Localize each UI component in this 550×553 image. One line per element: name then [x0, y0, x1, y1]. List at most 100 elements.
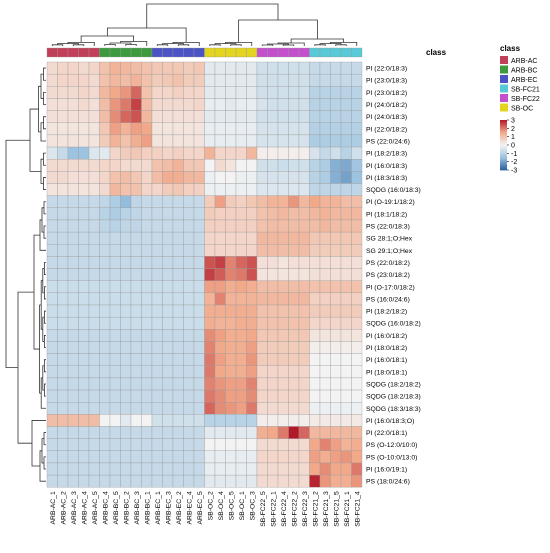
heatmap-cell	[141, 462, 153, 476]
class-annotation-cell	[351, 47, 363, 58]
column-label: SB-FC22_2	[291, 491, 298, 527]
heatmap-cell	[151, 353, 163, 366]
dendrogram-link	[43, 225, 46, 239]
heatmap-cell	[162, 171, 174, 184]
heatmap-cell	[214, 389, 226, 403]
heatmap-cell	[109, 244, 121, 257]
class-annotation-cell	[204, 47, 216, 58]
heatmap-cell	[267, 61, 279, 75]
heatmap-cell	[193, 146, 205, 160]
heatmap-cell	[277, 280, 289, 294]
heatmap-cell	[309, 438, 321, 451]
heatmap-cell	[298, 353, 310, 366]
heatmap-cell	[267, 98, 279, 111]
heatmap-cell	[277, 73, 289, 87]
heatmap-cell	[235, 268, 247, 281]
heatmap-cell	[46, 244, 58, 257]
colorbar-segment	[500, 166, 507, 168]
heatmap-cell	[120, 402, 132, 415]
heatmap-cell	[172, 207, 184, 221]
heatmap-cell	[57, 110, 69, 123]
heatmap-cell	[309, 353, 321, 366]
heatmap-cell	[204, 244, 216, 257]
heatmap-cell	[151, 462, 163, 476]
heatmap-cell	[78, 146, 90, 160]
heatmap-cell	[298, 462, 310, 476]
legend-items: ARB-AC ARB-BC ARB-EC SB-FC21 SB-FC22 SB-OC	[500, 56, 540, 113]
heatmap-cell	[120, 171, 132, 184]
heatmap-cell	[46, 171, 58, 184]
colorbar-segment	[500, 147, 507, 150]
row-label: PI (18:1/18:2)	[366, 211, 407, 218]
class-annotation-cell	[235, 47, 247, 58]
heatmap-cell	[99, 86, 111, 99]
heatmap-cell	[109, 474, 121, 488]
heatmap-cell	[319, 219, 331, 233]
row-label: PS (22:0/18:2)	[366, 260, 410, 267]
class-annotation-cell	[256, 47, 268, 58]
heatmap-cell	[277, 134, 289, 148]
heatmap-cell	[141, 316, 153, 330]
heatmap-cell	[319, 402, 331, 415]
heatmap-cell	[183, 329, 195, 342]
heatmap-cell	[120, 280, 132, 294]
heatmap-cell	[204, 159, 216, 172]
heatmap-cell	[162, 329, 174, 342]
colorbar-segment	[500, 165, 507, 167]
heatmap-cell	[120, 219, 132, 233]
heatmap-cell	[256, 341, 268, 354]
heatmap-cell	[298, 329, 310, 342]
heatmap-cell	[46, 450, 58, 464]
heatmap-cell	[57, 292, 69, 306]
heatmap-cell	[267, 256, 279, 269]
heatmap-cell	[319, 474, 331, 488]
heatmap-cell	[151, 256, 163, 269]
heatmap-cell	[151, 61, 163, 75]
row-label: SQDG (16:0/18:3)	[366, 187, 421, 194]
dendrogram-link	[51, 44, 64, 46]
heatmap-cell	[256, 438, 268, 451]
heatmap-cell	[141, 353, 153, 366]
heatmap-cell	[151, 414, 163, 427]
heatmap-cell	[288, 377, 300, 391]
heatmap-cell	[183, 231, 195, 245]
heatmap-cell	[99, 365, 111, 379]
heatmap-cell	[67, 231, 79, 245]
heatmap-cell	[330, 414, 342, 427]
legend-label: ARB-BC	[511, 68, 537, 75]
column-label: ARB-EC_3	[165, 491, 172, 524]
heatmap-cell	[235, 219, 247, 233]
heatmap-cell	[193, 98, 205, 111]
heatmap-cell	[120, 474, 132, 488]
colorbar-segment	[500, 141, 507, 143]
heatmap-cell	[204, 183, 216, 196]
heatmap-cell	[330, 73, 342, 87]
heatmap-cell	[46, 73, 58, 87]
heatmap-cell	[277, 244, 289, 257]
heatmap-cell	[130, 195, 142, 208]
heatmap-cell	[109, 316, 121, 330]
heatmap-cell	[204, 474, 216, 488]
colorbar-segment	[500, 127, 507, 130]
heatmap-cell	[319, 316, 331, 330]
heatmap-cell	[256, 231, 268, 245]
row-label: PI (23:0/18:3)	[366, 78, 407, 85]
heatmap-cell	[172, 402, 184, 415]
heatmap-cell	[351, 86, 363, 99]
heatmap-cell	[120, 73, 132, 87]
heatmap-cell	[99, 183, 111, 196]
heatmap-cell	[57, 268, 69, 281]
heatmap-cell	[267, 171, 279, 184]
heatmap-cell	[288, 244, 300, 257]
heatmap-cell	[235, 98, 247, 111]
heatmap-cell	[288, 61, 300, 75]
heatmap-cell	[183, 414, 195, 427]
heatmap-cell	[67, 292, 79, 306]
heatmap-cell	[130, 73, 142, 87]
row-label: PS (23:0/18:2)	[366, 272, 410, 279]
heatmap-cell	[267, 207, 279, 221]
heatmap-cell	[120, 86, 132, 99]
heatmap-cell	[46, 134, 58, 148]
heatmap-cell	[78, 329, 90, 342]
